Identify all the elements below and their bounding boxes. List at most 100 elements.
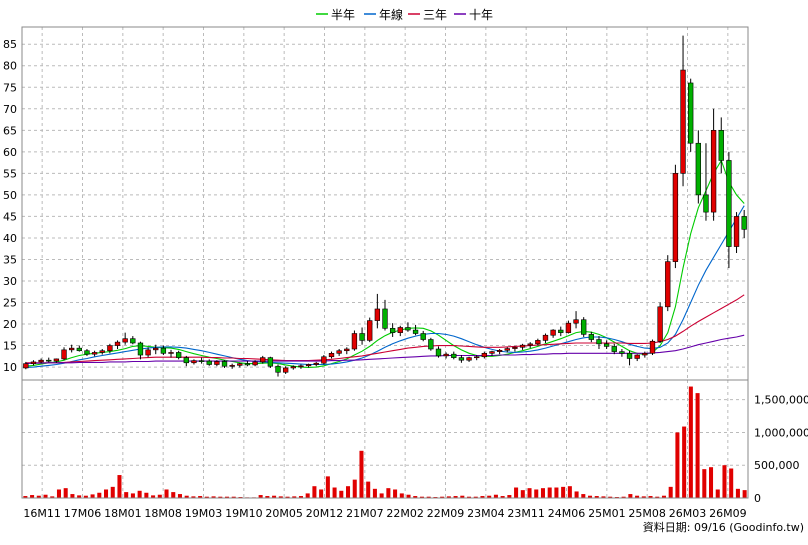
volume-bar <box>487 495 492 498</box>
price-y-tick-label: 25 <box>3 297 17 310</box>
price-y-tick-label: 30 <box>3 275 17 288</box>
volume-bar <box>325 476 330 498</box>
candle-body <box>435 348 442 357</box>
volume-bar <box>574 491 579 498</box>
price-y-tick-label: 35 <box>3 253 17 266</box>
volume-bar <box>493 494 498 498</box>
candle <box>290 365 296 370</box>
candle-body <box>76 347 82 352</box>
candle-body <box>252 361 258 366</box>
candle-body <box>389 328 396 333</box>
candle <box>38 358 44 364</box>
volume-bar <box>352 479 357 498</box>
volume-bar <box>23 496 28 498</box>
candle <box>260 355 266 364</box>
candle-body <box>611 346 617 352</box>
volume-bar <box>621 496 626 498</box>
candle <box>573 311 579 329</box>
volume-bar <box>117 475 122 498</box>
volume-bar <box>668 486 673 498</box>
candle-body <box>420 333 426 340</box>
candle-body <box>726 160 732 247</box>
volume-bar <box>171 492 176 498</box>
volume-bar <box>164 489 169 498</box>
volume-bar <box>366 481 371 498</box>
candle-body <box>443 353 449 357</box>
volume-bar <box>440 496 445 498</box>
candle <box>726 151 732 269</box>
volume-panel-frame <box>21 379 749 499</box>
volume-bar <box>372 488 377 498</box>
volume-bar <box>225 496 230 498</box>
candle-body <box>581 319 587 335</box>
candle-body <box>527 343 533 346</box>
volume-bar <box>379 493 384 498</box>
candle <box>481 351 488 359</box>
volume-bar <box>561 486 566 498</box>
volume-bar <box>520 490 525 498</box>
x-tick-label: 19M03 <box>185 507 223 520</box>
candle <box>512 346 518 352</box>
candle-body <box>122 338 128 343</box>
candle <box>420 330 426 342</box>
candle-body <box>168 352 174 354</box>
candle-body <box>198 360 205 362</box>
candle <box>474 355 480 361</box>
candle-body <box>336 350 342 354</box>
candle-body <box>741 216 747 230</box>
candle-body <box>458 357 465 361</box>
candle <box>374 293 381 329</box>
x-tick-label: 21M07 <box>346 507 384 520</box>
price-y-tick-label: 65 <box>3 124 17 137</box>
candle <box>680 35 686 187</box>
x-tick-label: 17M06 <box>64 507 102 520</box>
candle <box>298 364 304 369</box>
candle <box>114 340 121 350</box>
candle-body <box>351 333 358 350</box>
volume-bar <box>500 496 505 498</box>
candle <box>221 360 228 368</box>
volume-bar <box>628 494 633 498</box>
candle <box>519 343 526 350</box>
candle <box>489 350 495 356</box>
candle-body <box>298 365 304 368</box>
candle <box>328 351 335 359</box>
candle-body <box>191 360 197 364</box>
candle-body <box>466 357 472 361</box>
volume-bars <box>23 386 747 498</box>
volume-bar <box>641 496 646 498</box>
candle <box>229 363 235 369</box>
candle-body <box>183 357 189 364</box>
candle <box>175 350 182 360</box>
candle-body <box>588 334 595 340</box>
candle <box>30 360 37 366</box>
x-tick-label: 26M09 <box>709 507 747 520</box>
x-tick-label: 24M06 <box>548 507 586 520</box>
candle-body <box>550 329 556 336</box>
candle <box>305 363 312 368</box>
candle-body <box>328 353 335 358</box>
candle <box>214 360 220 367</box>
price-y-tick-label: 75 <box>3 81 17 94</box>
x-tick-label: 23M04 <box>467 507 505 520</box>
candle <box>183 355 189 367</box>
candle-body <box>175 352 182 358</box>
chart-legend: 半年 年線 三年 十年 <box>316 7 493 22</box>
volume-bar <box>285 496 290 498</box>
candle-body <box>718 130 724 161</box>
volume-bar <box>473 496 478 498</box>
volume-bar <box>110 486 115 498</box>
candle <box>198 357 205 364</box>
candle-body <box>596 339 602 345</box>
volume-bar <box>480 496 485 498</box>
volume-bar <box>567 486 572 498</box>
price-y-tick-label: 15 <box>3 340 17 353</box>
volume-bar <box>63 488 68 498</box>
candle <box>688 78 694 152</box>
candle-body <box>565 322 572 333</box>
volume-bar <box>184 495 189 498</box>
candle-body <box>428 339 434 350</box>
volume-bar <box>36 495 41 498</box>
candle-body <box>23 363 29 369</box>
